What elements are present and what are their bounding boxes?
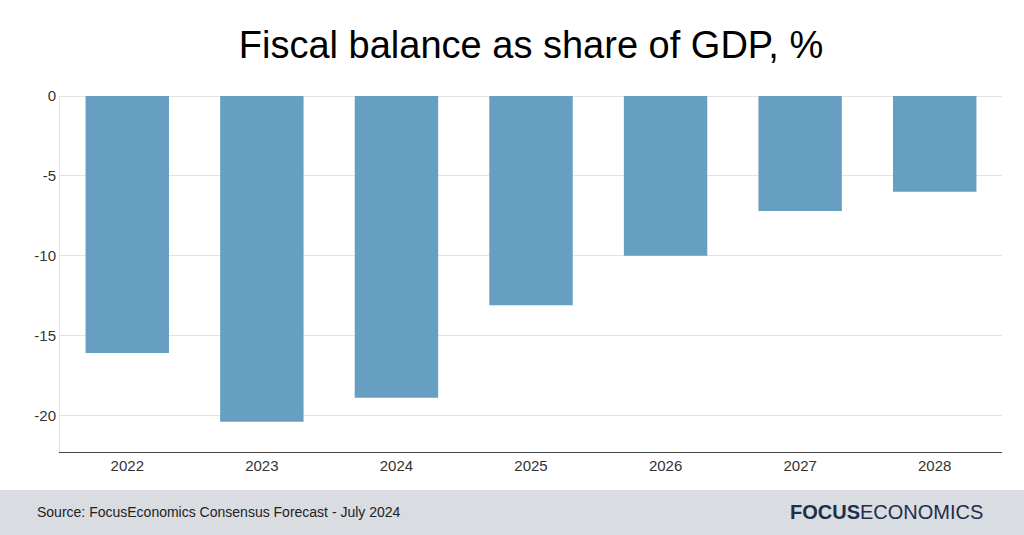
svg-text:2028: 2028: [918, 457, 951, 474]
svg-text:2027: 2027: [783, 457, 816, 474]
svg-text:2024: 2024: [380, 457, 413, 474]
svg-text:2022: 2022: [111, 457, 144, 474]
svg-text:-5: -5: [43, 167, 56, 184]
svg-text:2025: 2025: [514, 457, 547, 474]
svg-text:-20: -20: [34, 407, 56, 424]
svg-text:2023: 2023: [245, 457, 278, 474]
svg-text:0: 0: [48, 87, 56, 104]
svg-text:-10: -10: [34, 247, 56, 264]
svg-text:Fiscal balance as share of GDP: Fiscal balance as share of GDP, %: [239, 24, 823, 66]
svg-text:FOCUSECONOMICS: FOCUSECONOMICS: [790, 501, 983, 523]
svg-text:-15: -15: [34, 327, 56, 344]
svg-text:2026: 2026: [649, 457, 682, 474]
svg-text:Source: FocusEconomics Consens: Source: FocusEconomics Consensus Forecas…: [37, 504, 401, 520]
